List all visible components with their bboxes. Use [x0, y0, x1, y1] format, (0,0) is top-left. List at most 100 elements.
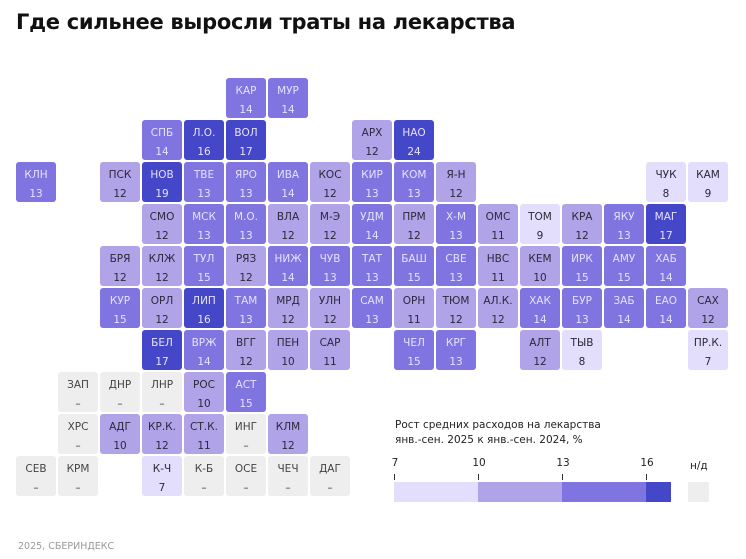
region-tile: АРХ 12	[352, 120, 392, 160]
region-code: К-Ч	[152, 463, 172, 475]
region-tile: ЯРО 13	[226, 162, 266, 202]
region-tile: ПСК 12	[100, 162, 140, 202]
region-value: 16	[197, 314, 211, 326]
region-value: 13	[239, 230, 253, 242]
legend-tick-mark	[394, 474, 395, 480]
region-value: 13	[197, 188, 211, 200]
legend-title: Рост средних расходов на лекарства янв.-…	[395, 418, 601, 448]
region-code: ЗАБ	[613, 295, 635, 307]
legend-swatch	[394, 482, 478, 502]
region-tile: НАО 24	[394, 120, 434, 160]
region-tile: КЕМ 10	[520, 246, 560, 286]
region-code: Я-Н	[446, 169, 466, 181]
region-code: НАО	[402, 127, 426, 139]
region-tile: М-Э 12	[310, 204, 350, 244]
region-value: 12	[155, 314, 169, 326]
region-code: ВРЖ	[191, 337, 217, 349]
region-value: 12	[323, 314, 337, 326]
region-tile: ХРС –	[58, 414, 98, 454]
region-tile: ЧЕЧ –	[268, 456, 308, 496]
region-code: ЛИП	[192, 295, 216, 307]
region-value: 12	[155, 272, 169, 284]
region-value: 14	[239, 104, 253, 116]
region-code: К-Б	[194, 463, 214, 475]
region-value: 11	[491, 230, 505, 242]
region-value: 13	[365, 272, 379, 284]
region-value: 14	[197, 356, 211, 368]
legend-title-line2: янв.-сен. 2025 к янв.-сен. 2024, %	[395, 434, 583, 446]
region-code: УЛН	[318, 295, 342, 307]
region-tile: ПР.К. 7	[688, 330, 728, 370]
region-value: 15	[113, 314, 127, 326]
region-tile: СВЕ 13	[436, 246, 476, 286]
region-code: ТУЛ	[193, 253, 215, 265]
region-value: 13	[617, 230, 631, 242]
region-tile: НОВ 19	[142, 162, 182, 202]
region-tile: ЛИП 16	[184, 288, 224, 328]
region-tile: ТЫВ 8	[562, 330, 602, 370]
region-tile: КИР 13	[352, 162, 392, 202]
region-value: 15	[617, 272, 631, 284]
region-value: 9	[704, 188, 712, 200]
region-code: ЗАП	[67, 379, 89, 391]
legend-na-label: н/д	[690, 460, 708, 472]
region-code: СВЕ	[445, 253, 467, 265]
footer-source: 2025, СБЕРИНДЕКС	[18, 541, 115, 552]
region-value: 14	[281, 188, 295, 200]
region-tile: К-Ч 7	[142, 456, 182, 496]
region-code: ОМС	[485, 211, 511, 223]
region-tile: СМО 12	[142, 204, 182, 244]
region-code: ОРН	[402, 295, 426, 307]
region-value: 9	[536, 230, 544, 242]
region-value: 17	[239, 146, 253, 158]
region-tile: МАГ 17	[646, 204, 686, 244]
region-tile: САХ 12	[688, 288, 728, 328]
region-value: 12	[365, 146, 379, 158]
region-code: САМ	[360, 295, 384, 307]
region-code: ХАК	[529, 295, 551, 307]
region-code: КЛМ	[275, 421, 301, 433]
region-code: МУР	[277, 85, 299, 97]
region-tile: УДМ 14	[352, 204, 392, 244]
region-tile: БАШ 15	[394, 246, 434, 286]
region-tile: ТАТ 13	[352, 246, 392, 286]
region-code: ОРЛ	[150, 295, 174, 307]
region-value: 12	[113, 188, 127, 200]
legend-tick-label: 16	[640, 457, 654, 469]
region-code: ЧУВ	[319, 253, 341, 265]
region-tile: НИЖ 14	[268, 246, 308, 286]
region-value: 14	[659, 272, 673, 284]
region-value: 12	[281, 230, 295, 242]
legend-swatch	[646, 482, 671, 502]
region-value: 12	[239, 356, 253, 368]
legend-tick-mark	[562, 474, 563, 480]
region-code: ИРК	[571, 253, 593, 265]
region-value: 10	[113, 440, 127, 452]
region-value: –	[75, 440, 81, 452]
region-value: 12	[113, 272, 127, 284]
region-code: НИЖ	[274, 253, 302, 265]
region-tile: ИВА 14	[268, 162, 308, 202]
region-tile: САР 11	[310, 330, 350, 370]
region-code: КЛЖ	[148, 253, 176, 265]
region-code: ТОМ	[528, 211, 552, 223]
region-value: 12	[407, 230, 421, 242]
region-value: 14	[281, 104, 295, 116]
region-value: 12	[281, 440, 295, 452]
region-code: НВС	[486, 253, 510, 265]
region-tile: БРЯ 12	[100, 246, 140, 286]
region-value: 10	[533, 272, 547, 284]
region-tile: КРА 12	[562, 204, 602, 244]
chart-title: Где сильнее выросли траты на лекарства	[16, 10, 516, 34]
region-tile: КОМ 13	[394, 162, 434, 202]
region-code: ДНР	[108, 379, 132, 391]
region-tile: АМУ 15	[604, 246, 644, 286]
region-value: 15	[239, 398, 253, 410]
region-value: 7	[158, 482, 166, 494]
region-value: –	[117, 398, 123, 410]
legend-title-line1: Рост средних расходов на лекарства	[395, 419, 601, 431]
region-tile: КРМ –	[58, 456, 98, 496]
region-value: 14	[617, 314, 631, 326]
region-code: ТЮМ	[442, 295, 470, 307]
